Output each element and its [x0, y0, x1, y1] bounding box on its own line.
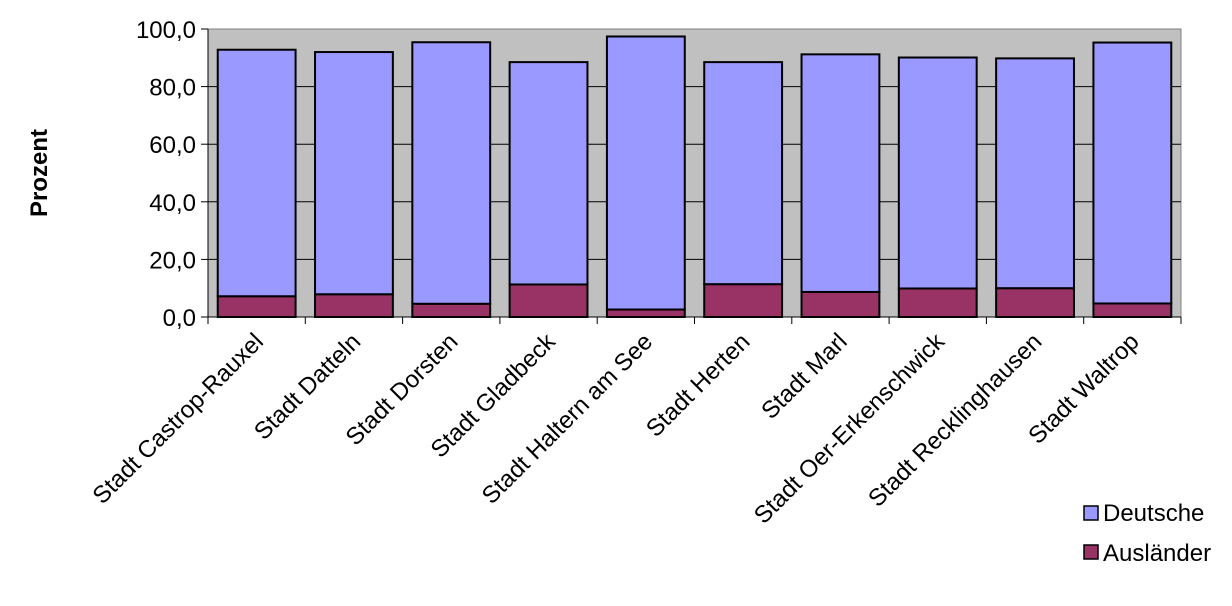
bar-deutsche	[800, 53, 881, 293]
bar-deutsche	[897, 56, 978, 290]
legend: Deutsche Ausländer	[1083, 500, 1211, 567]
bar-deutsche	[411, 41, 492, 305]
y-axis-title: Prozent	[26, 129, 53, 217]
x-category-label: Stadt Recklinghausen	[863, 328, 1047, 512]
y-tick-label: 40,0	[149, 190, 196, 217]
bar-auslaender	[314, 293, 394, 318]
bar-deutsche	[314, 51, 394, 296]
bar-deutsche	[995, 57, 1075, 290]
bar-deutsche	[1092, 41, 1173, 305]
bar-auslaender	[897, 287, 978, 319]
bar-auslaender	[605, 308, 686, 318]
y-tick-label: 0,0	[163, 305, 196, 332]
y-tick-label: 60,0	[149, 132, 196, 159]
legend-label-auslaender: Ausländer	[1103, 540, 1211, 567]
bar-deutsche	[216, 48, 297, 298]
bar-auslaender	[703, 283, 784, 318]
y-tick-labels: 0,0 20,0 40,0 60,0 80,0 100,0	[136, 17, 196, 332]
y-tick-label: 100,0	[136, 17, 196, 44]
bar-auslaender	[508, 283, 589, 318]
bar-auslaender	[411, 302, 492, 319]
bar-auslaender	[216, 295, 297, 319]
legend-label-deutsche: Deutsche	[1103, 500, 1204, 527]
x-category-label: Stadt Haltern am See	[477, 328, 658, 509]
axes	[201, 28, 1182, 324]
legend-swatch-deutsche	[1083, 505, 1099, 521]
bar-deutsche	[605, 35, 686, 311]
y-tick-label: 20,0	[149, 247, 196, 274]
legend-swatch-auslaender	[1083, 544, 1099, 560]
bar-deutsche	[703, 61, 784, 286]
y-tick-label: 80,0	[149, 75, 196, 102]
bar-auslaender	[800, 290, 881, 318]
x-category-label: Stadt Castrop-Rauxel	[88, 328, 269, 509]
x-category-label: Stadt Marl	[756, 328, 852, 424]
bar-auslaender	[1092, 302, 1173, 318]
bars	[216, 35, 1173, 319]
x-category-label: Stadt Oer-Erkenschwick	[749, 327, 951, 529]
bar-auslaender	[995, 287, 1075, 319]
x-category-label: Stadt Herten	[641, 328, 755, 442]
bar-deutsche	[508, 61, 589, 286]
